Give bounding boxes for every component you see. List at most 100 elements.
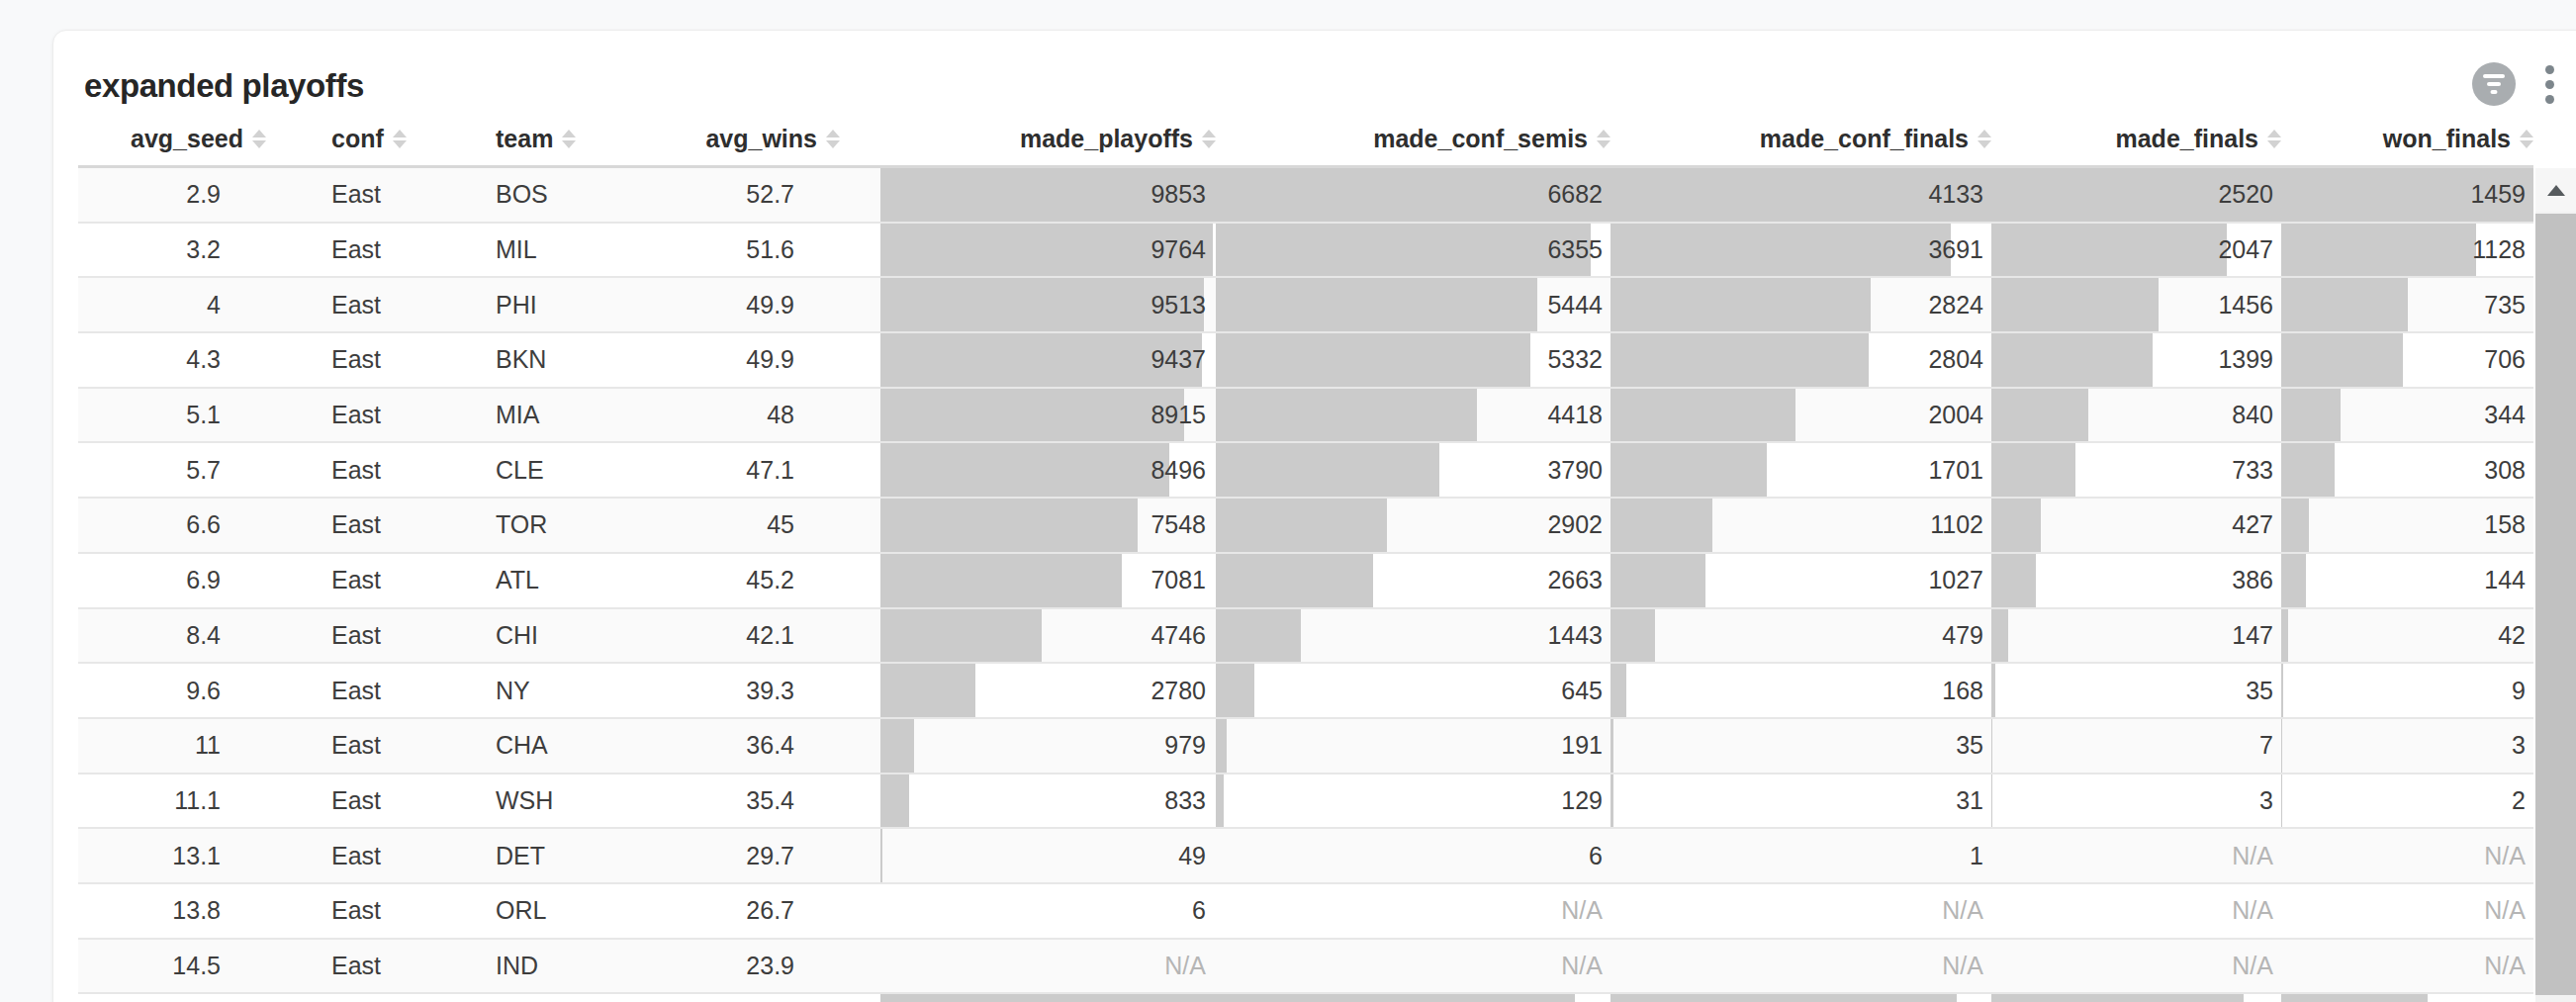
cell-made_finals: 1399	[1991, 333, 2281, 387]
cell-made_finals: 3	[1991, 774, 2281, 828]
cell-made_conf_finals: N/A	[1610, 884, 1991, 938]
table-row: 6.6EastTOR45754829021102427158	[78, 499, 2533, 554]
cell-conf: East	[276, 389, 456, 442]
cell-value: 29.7	[746, 842, 794, 870]
cell-value: 2824	[1928, 291, 1983, 319]
table-header-row: avg_seedconfteamavg_winsmade_playoffsmad…	[78, 113, 2533, 168]
data-bar	[880, 499, 1138, 552]
cell-value: N/A	[2232, 842, 2273, 870]
data-bar	[1610, 389, 1795, 442]
cell-won_finals: 9	[2281, 664, 2533, 717]
column-header-won_finals[interactable]: won_finals	[2281, 113, 2533, 165]
cell-avg_wins: 35.4	[693, 774, 880, 828]
data-bar	[2281, 499, 2309, 552]
cell-value: 2804	[1928, 345, 1983, 374]
cell-value: 6	[1589, 842, 1603, 870]
cell-made_finals: N/A	[1991, 829, 2281, 882]
sort-icon	[252, 130, 266, 148]
column-header-made_finals[interactable]: made_finals	[1991, 113, 2281, 165]
vertical-scrollbar[interactable]	[2535, 168, 2576, 1002]
column-header-made_conf_semis[interactable]: made_conf_semis	[1216, 113, 1610, 165]
cell-made_playoffs: 9764	[880, 224, 1216, 277]
cell-made_playoffs: 979	[880, 719, 1216, 773]
cell-team: CLE	[456, 443, 693, 497]
scroll-up-button[interactable]	[2535, 168, 2576, 212]
cell-value: East	[331, 345, 381, 374]
data-bar	[1216, 333, 1530, 387]
column-header-team[interactable]: team	[456, 113, 693, 165]
cell-value: 13.8	[172, 896, 221, 925]
cell-avg_seed: 5.7	[78, 443, 276, 497]
data-bar	[1991, 224, 2227, 277]
column-header-label: conf	[331, 125, 384, 153]
cell-avg_seed: 2.9	[78, 168, 276, 222]
data-bar	[2281, 994, 2428, 1002]
table-row-partial	[78, 994, 2533, 1002]
cell-made_playoffs: 6	[880, 884, 1216, 938]
cell-value: 7548	[1150, 510, 1206, 539]
cell-value: 1128	[2472, 235, 2526, 264]
data-bar	[1991, 719, 1992, 773]
cell-made_playoffs: 8496	[880, 443, 1216, 497]
cell-value: 49.9	[746, 345, 794, 374]
cell-team: NY	[456, 664, 693, 717]
data-bar	[2281, 224, 2476, 277]
cell-value: 158	[2484, 510, 2526, 539]
cell-value: East	[331, 621, 381, 650]
table-row: 11EastCHA36.49791913573	[78, 719, 2533, 774]
filter-button[interactable]	[2472, 62, 2516, 106]
cell-value: 11.1	[174, 786, 221, 815]
column-header-label: made_finals	[2115, 125, 2258, 153]
data-bar	[1991, 333, 2153, 387]
cell-value: East	[331, 180, 381, 209]
data-bar	[1216, 664, 1254, 717]
kebab-menu-icon	[2545, 65, 2554, 74]
cell-avg_seed: 6.6	[78, 499, 276, 552]
cell-value: NY	[496, 677, 530, 705]
cell-value: 1456	[2218, 291, 2273, 319]
cell-avg_seed: 5.1	[78, 389, 276, 442]
scrollbar-thumb[interactable]	[2535, 214, 2576, 995]
column-header-avg_seed[interactable]: avg_seed	[78, 113, 276, 165]
cell-made_playoffs: 7548	[880, 499, 1216, 552]
cell-value: 2902	[1547, 510, 1603, 539]
cell-value: 9	[2512, 677, 2526, 705]
cell-team: ORL	[456, 884, 693, 938]
data-bar	[1216, 719, 1227, 773]
cell-value: 6	[1192, 896, 1206, 925]
cell-made_conf_semis: 1443	[1216, 609, 1610, 663]
column-header-made_playoffs[interactable]: made_playoffs	[880, 113, 1216, 165]
cell-value: 9513	[1150, 291, 1206, 319]
cell-value: East	[331, 456, 381, 485]
cell-value: BOS	[496, 180, 548, 209]
cell-made_conf_finals: 35	[1610, 719, 1991, 773]
cell-value: 9437	[1150, 345, 1206, 374]
column-header-made_conf_finals[interactable]: made_conf_finals	[1610, 113, 1991, 165]
cell-value: MIL	[496, 235, 537, 264]
cell-value: 6682	[1547, 180, 1603, 209]
table-row: 14.5EastIND23.9N/AN/AN/AN/AN/A	[78, 940, 2533, 995]
cell-avg_wins: 36.4	[693, 719, 880, 773]
cell-value: N/A	[1561, 896, 1603, 925]
cell-value: 2.9	[186, 180, 221, 209]
cell-value: IND	[496, 952, 538, 980]
column-header-conf[interactable]: conf	[276, 113, 456, 165]
cell-made_finals: 7	[1991, 719, 2281, 773]
column-header-avg_wins[interactable]: avg_wins	[693, 113, 880, 165]
more-menu-button[interactable]	[2527, 62, 2572, 106]
data-bar	[1991, 994, 2244, 1002]
cell	[276, 994, 456, 1002]
cell-won_finals: 3	[2281, 719, 2533, 773]
cell-conf: East	[276, 719, 456, 773]
cell-value: 49.9	[746, 291, 794, 319]
sort-icon	[1978, 130, 1991, 148]
table-row: 5.1EastMIA48891544182004840344	[78, 389, 2533, 444]
cell-value: 26.7	[746, 896, 794, 925]
cell-value: 11	[195, 731, 221, 760]
cell-value: 6355	[1547, 235, 1603, 264]
cell-won_finals: 144	[2281, 554, 2533, 607]
cell-value: CHA	[496, 731, 548, 760]
cell-value: 5.1	[186, 401, 221, 429]
cell-won_finals: N/A	[2281, 829, 2533, 882]
cell-avg_wins: 52.7	[693, 168, 880, 222]
